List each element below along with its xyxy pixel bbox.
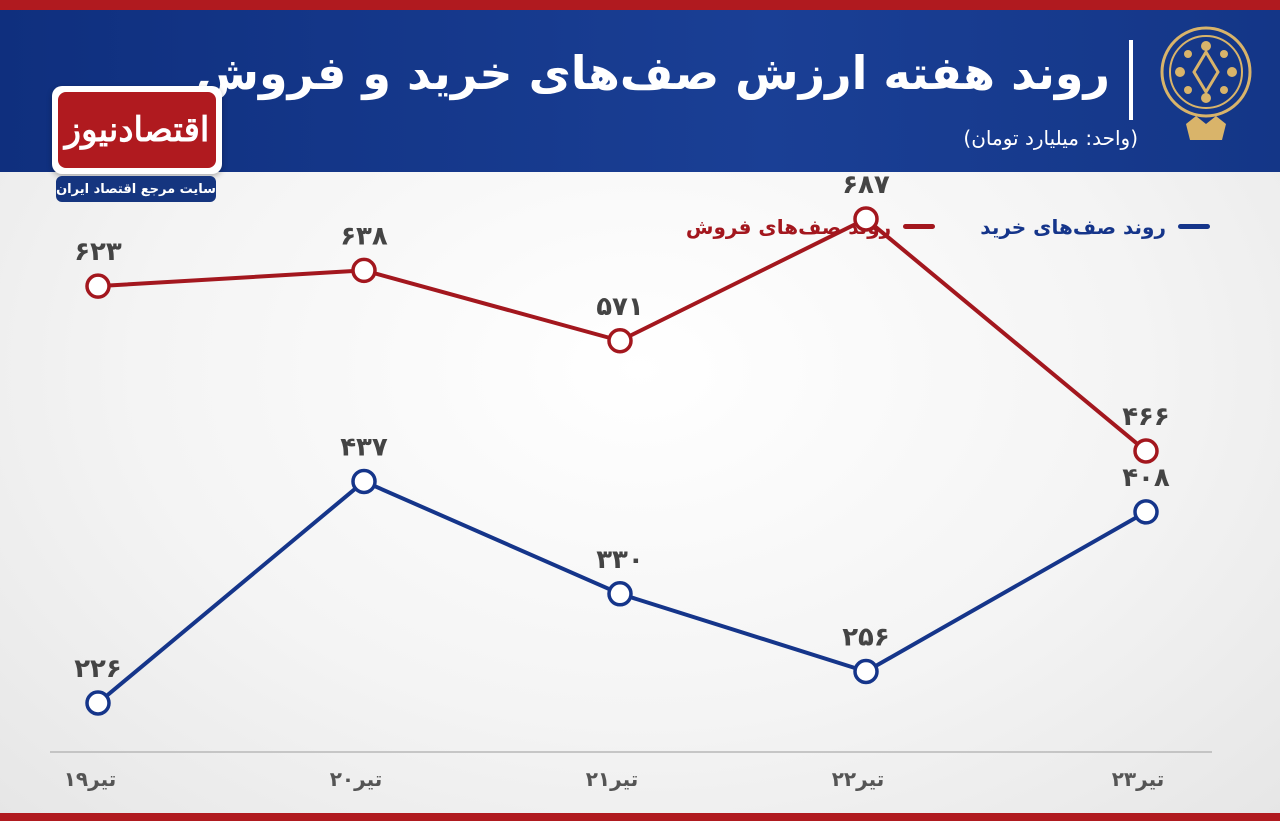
- x-tick-label: ۲۱تیر: [586, 767, 639, 791]
- data-label: ۶۲۳: [74, 237, 122, 267]
- data-point: [351, 257, 377, 284]
- data-point: [351, 468, 377, 495]
- brand-logo: اقتصادنیوز: [52, 86, 222, 174]
- x-tick-label: ۱۹تیر: [64, 767, 117, 791]
- data-label: ۶۳۸: [340, 221, 388, 251]
- x-tick-label: ۲۰تیر: [330, 767, 383, 791]
- legend-swatch-buy: [1178, 224, 1210, 229]
- data-label: ۴۶۶: [1122, 402, 1170, 432]
- data-label: ۵۷۱: [596, 292, 644, 322]
- stock-exchange-emblem-icon: [1160, 26, 1252, 140]
- data-point: [853, 206, 879, 232]
- top-accent-bar: [0, 0, 1280, 10]
- data-point: [85, 690, 111, 716]
- data-label: ۴۳۷: [340, 432, 388, 462]
- data-label: ۴۰۸: [1122, 463, 1170, 493]
- bottom-accent-bar: [0, 813, 1280, 821]
- brand-tagline: سایت مرجع اقتصاد ایران: [56, 176, 216, 202]
- legend-item-buy: روند صف‌های خرید: [980, 215, 1210, 239]
- brand-logo-text: اقتصادنیوز: [58, 92, 216, 168]
- header-divider: [1129, 40, 1133, 120]
- data-point: [853, 658, 879, 685]
- legend-label-buy: روند صف‌های خرید: [980, 214, 1166, 239]
- data-point: [1133, 499, 1159, 525]
- data-label: ۲۵۶: [842, 623, 890, 653]
- page-title: روند هفته ارزش صف‌های خرید و فروش: [195, 46, 1110, 100]
- data-label: ۶۸۷: [842, 170, 890, 200]
- x-tick-label: ۲۳تیر: [1112, 767, 1165, 791]
- data-point: [607, 581, 633, 607]
- x-tick-label: ۲۲تیر: [832, 767, 885, 791]
- data-point: [1133, 438, 1159, 464]
- data-point: [607, 328, 633, 354]
- legend-swatch-sell: [903, 224, 936, 229]
- data-label: ۲۲۶: [74, 654, 122, 684]
- unit-label: (واحد: میلیارد تومان): [963, 126, 1138, 150]
- data-label: ۳۳۰: [596, 545, 644, 575]
- data-point: [85, 273, 111, 299]
